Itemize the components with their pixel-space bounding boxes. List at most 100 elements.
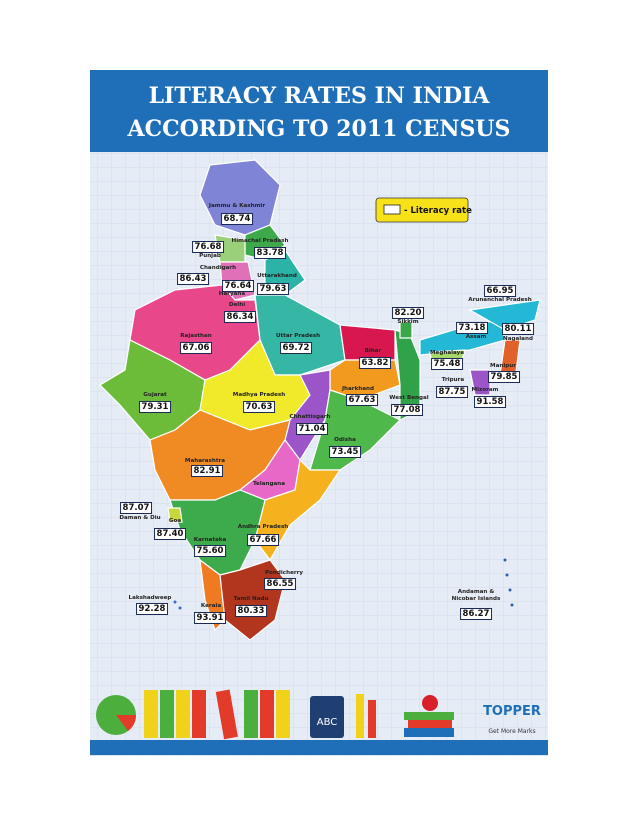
state-literacy-rate: 75.60: [197, 546, 224, 556]
state-name: Assam: [466, 334, 487, 340]
value-box: [221, 213, 254, 225]
value-box: [391, 404, 424, 416]
state-literacy-rate: 92.28: [139, 604, 166, 614]
value-box: [346, 394, 379, 406]
state-name: Bihar: [365, 348, 382, 354]
value-box: [243, 401, 276, 413]
state-literacy-rate: 70.63: [246, 402, 273, 412]
state-literacy-rate: 69.72: [283, 343, 310, 353]
value-box: [456, 322, 489, 334]
footer-band: [90, 740, 548, 755]
value-box: [154, 528, 187, 540]
state-name: Himachal Pradesh: [232, 238, 289, 244]
state-name: Goa: [169, 518, 181, 524]
value-box: [392, 307, 425, 319]
state-literacy-rate: 93.91: [197, 613, 224, 623]
value-box: [431, 358, 464, 370]
state-name: Sikkim: [397, 319, 418, 325]
value-box: [194, 612, 227, 624]
state-literacy-rate: 67.63: [349, 395, 376, 405]
state-literacy-rate: 66.95: [487, 286, 514, 296]
state-literacy-rate: 87.07: [123, 503, 150, 513]
value-box: [191, 465, 224, 477]
state-literacy-rate: 82.91: [194, 466, 221, 476]
value-box: [296, 423, 329, 435]
state-literacy-rate: 67.06: [183, 343, 210, 353]
state-name: Maharashtra: [185, 458, 225, 464]
value-box: [224, 311, 257, 323]
state-name: Karnataka: [194, 537, 227, 543]
state-name: Tamil Nadu: [234, 596, 269, 602]
tagline: Get More Marks: [488, 728, 535, 735]
state-literacy-rate: 77.08: [394, 405, 421, 415]
state-literacy-rate: 87.75: [439, 387, 466, 397]
title-line: ACCORDING TO 2011 CENSUS: [127, 116, 511, 142]
value-box: [359, 357, 392, 369]
state-name: Chhattisgarh: [290, 414, 331, 420]
state-name: Tripura: [442, 377, 465, 383]
state-literacy-rate: 91.58: [477, 397, 504, 407]
state-literacy-rate: 86.27: [463, 609, 490, 619]
state-name: Uttarakhand: [257, 273, 297, 279]
state-name: Gujarat: [143, 392, 167, 398]
state-name: Telangana: [253, 481, 285, 487]
state-name: Delhi: [229, 302, 245, 308]
title-line: LITERACY RATES IN INDIA: [149, 83, 491, 109]
state-name: Jammu & Kashmir: [208, 203, 265, 209]
state-name: Jharkhand: [341, 386, 374, 392]
state-literacy-rate: 73.18: [459, 323, 486, 333]
value-box: [264, 578, 297, 590]
legend-label: - Literacy rate: [404, 206, 472, 216]
value-box: [257, 283, 290, 295]
state-name: Andhra Pradesh: [238, 524, 289, 530]
state-literacy-rate: 79.85: [491, 372, 518, 382]
state-literacy-rate: 80.11: [505, 324, 532, 334]
value-box: [136, 603, 169, 615]
india-map: [99, 159, 541, 641]
value-box: [194, 545, 227, 557]
value-box: [488, 371, 521, 383]
value-box: [474, 396, 507, 408]
state-name: Lakshadweep: [129, 595, 172, 601]
state-name: Pondicherry: [265, 570, 303, 576]
state-literacy-rate: 80.33: [238, 606, 265, 616]
state-literacy-rate: 83.78: [257, 248, 284, 258]
state-literacy-rate: 87.40: [157, 529, 184, 539]
state-name: Haryana: [219, 291, 246, 297]
state-literacy-rate: 75.48: [434, 359, 461, 369]
state-literacy-rate: 67.66: [250, 535, 277, 545]
state-literacy-rate: 79.31: [142, 402, 169, 412]
state-name: Rajasthan: [180, 333, 212, 339]
state-name: Chandigarh: [200, 265, 236, 271]
value-box: [139, 401, 172, 413]
state-name: Meghalaya: [430, 350, 464, 356]
state-name: West Bengal: [389, 395, 429, 401]
state-name: Punjab: [199, 253, 221, 259]
state-literacy-rate: 71.04: [299, 424, 326, 434]
state-literacy-rate: 63.82: [362, 358, 389, 368]
state-literacy-rate: 86.55: [267, 579, 294, 589]
state-name: Odisha: [334, 437, 356, 443]
value-box: [180, 342, 213, 354]
state-literacy-rate: 76.68: [195, 242, 222, 252]
state-name: Uttar Pradesh: [276, 333, 320, 339]
state-literacy-rate: 76.64: [225, 281, 252, 291]
state-name: Nicobar Islands: [452, 596, 501, 602]
state-literacy-rate: 73.45: [332, 447, 359, 457]
state-name: Madhya Pradesh: [233, 392, 285, 398]
value-box: [502, 323, 535, 335]
state-literacy-rate: 82.20: [395, 308, 422, 318]
book-label: ABC: [317, 717, 338, 728]
value-box: [222, 280, 255, 292]
legend: - Literacy rate: [375, 197, 472, 223]
value-box: [235, 605, 268, 617]
state-literacy-rate: 68.74: [224, 214, 251, 224]
state-name: Manipur: [490, 363, 516, 369]
state-name: Daman & Diu: [119, 515, 160, 521]
state-name: Arunanchal Pradesh: [468, 297, 532, 303]
value-box: [192, 241, 225, 253]
value-box: [120, 502, 153, 514]
state-literacy-rate: 86.43: [180, 274, 207, 284]
state-name: Kerala: [201, 603, 221, 609]
